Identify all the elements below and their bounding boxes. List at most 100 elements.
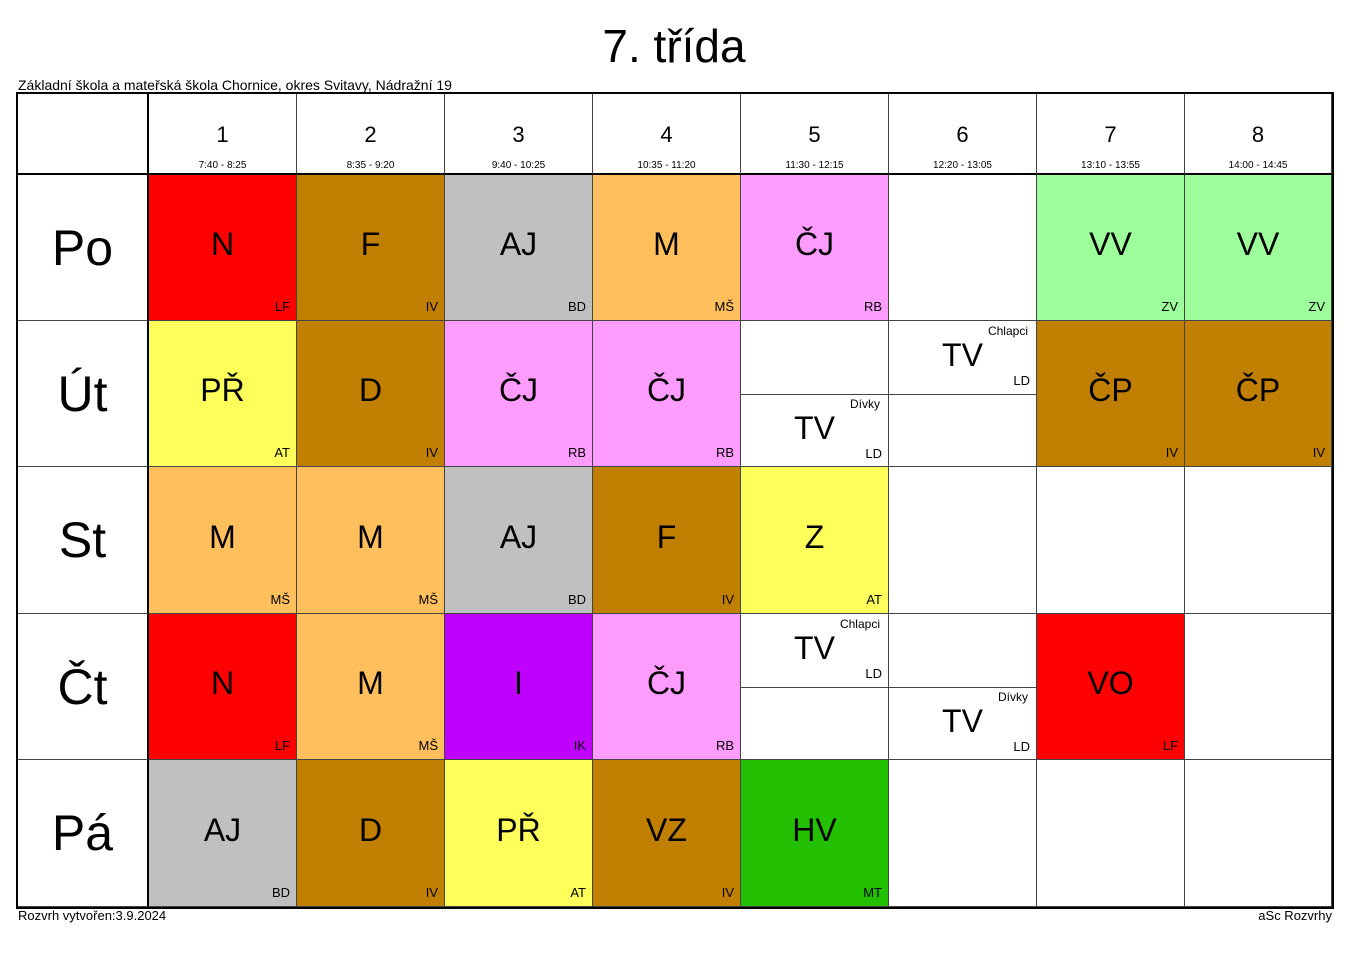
lesson-cell: PŘ AT	[149, 321, 297, 467]
subject-label: M	[209, 518, 236, 555]
lesson-cell: F IV	[593, 467, 741, 614]
teacher-label: ZV	[1308, 299, 1325, 314]
half-divider	[741, 394, 888, 395]
empty-cell	[889, 467, 1037, 614]
lesson-cell: Chlapci TV LD	[889, 321, 1037, 467]
subject-label: I	[514, 665, 523, 701]
teacher-label: AT	[866, 592, 882, 607]
lesson-cell: I IK	[445, 614, 593, 760]
period-header: 5 11:30 - 12:15	[741, 94, 889, 175]
lesson-cell: ČJ RB	[741, 175, 889, 321]
empty-cell	[1185, 467, 1332, 614]
teacher-label: RB	[715, 445, 734, 460]
teacher-label: MŠ	[418, 738, 439, 753]
teacher-label: MŠ	[270, 592, 291, 607]
lesson-cell: M MŠ	[149, 467, 297, 614]
teacher-label: MT	[863, 885, 882, 900]
brand-label: aSc Rozvrhy	[1258, 908, 1332, 923]
period-time: 10:35 - 11:20	[637, 160, 696, 171]
subject-label: M	[653, 226, 680, 262]
timetable-grid: 1 7:40 - 8:25 2 8:35 - 9:20 3 9:40 - 10:25 4 10…	[16, 92, 1334, 909]
teacher-label: RB	[715, 738, 734, 753]
empty-cell	[1037, 467, 1185, 614]
subject-label: HV	[792, 811, 837, 848]
group-label: Chlapci	[839, 617, 880, 631]
lesson-cell: Dívky TV LD	[741, 321, 889, 467]
empty-cell	[1185, 760, 1332, 907]
teacher-label: LD	[1013, 739, 1030, 754]
subject-label: F	[656, 518, 677, 555]
subject-label: ČJ	[646, 372, 687, 408]
subject-label: M	[357, 518, 384, 555]
subject-label: VO	[1087, 665, 1134, 701]
teacher-label: AT	[274, 445, 290, 460]
lesson-cell: VV ZV	[1037, 175, 1185, 321]
subject-label: F	[360, 226, 381, 262]
subject-label: Z	[804, 518, 825, 555]
subject-label: ČP	[1088, 372, 1133, 408]
teacher-label: LF	[274, 738, 290, 753]
school-name: Základní škola a mateřská škola Chornice…	[18, 77, 452, 93]
period-time: 12:20 - 13:05	[933, 160, 992, 171]
lesson-cell: ČJ RB	[593, 614, 741, 760]
teacher-label: AT	[570, 885, 586, 900]
subject-label: TV	[942, 703, 983, 739]
period-number: 6	[956, 122, 969, 147]
page-title: 7. třída	[602, 20, 746, 72]
teacher-label: LD	[865, 666, 882, 681]
teacher-label: RB	[567, 445, 586, 460]
teacher-label: IK	[573, 738, 586, 753]
teacher-label: LF	[1162, 738, 1178, 753]
subject-label: D	[358, 372, 383, 408]
subject-label: ČJ	[794, 226, 835, 262]
subject-label: VV	[1236, 226, 1280, 262]
teacher-label: IV	[721, 592, 734, 607]
period-number: 4	[660, 122, 673, 147]
lesson-cell: Chlapci TV LD	[741, 614, 889, 760]
lesson-cell: ČP IV	[1037, 321, 1185, 467]
subject-label: ČP	[1235, 372, 1281, 408]
empty-cell	[889, 175, 1037, 321]
lesson-cell: Z AT	[741, 467, 889, 614]
subject-label: PŘ	[200, 372, 245, 408]
lesson-cell: ČP IV	[1185, 321, 1332, 467]
group-label: Chlapci	[987, 324, 1028, 338]
period-number: 7	[1104, 122, 1117, 147]
subject-label: N	[210, 226, 235, 262]
teacher-label: LF	[274, 299, 290, 314]
teacher-label: BD	[271, 885, 290, 900]
subject-label: AJ	[203, 811, 242, 848]
subject-label: ČJ	[646, 665, 687, 701]
lesson-cell: M MŠ	[297, 467, 445, 614]
subject-label: AJ	[499, 518, 538, 555]
period-header: 4 10:35 - 11:20	[593, 94, 741, 175]
lesson-cell: VV ZV	[1185, 175, 1332, 321]
half-divider	[741, 687, 888, 688]
subject-label: M	[357, 665, 384, 701]
lesson-cell: AJ BD	[445, 175, 593, 321]
lesson-cell: M MŠ	[297, 614, 445, 760]
day-label: Pá	[18, 760, 149, 907]
half-divider	[889, 687, 1036, 688]
group-label: Dívky	[998, 690, 1028, 704]
period-time: 8:35 - 9:20	[346, 160, 395, 171]
subject-label: VZ	[646, 811, 687, 848]
teacher-label: MŠ	[714, 299, 735, 314]
period-number: 3	[512, 122, 525, 147]
teacher-label: BD	[567, 299, 586, 314]
period-header: 1 7:40 - 8:25	[149, 94, 297, 175]
period-header: 6 12:20 - 13:05	[889, 94, 1037, 175]
period-number: 8	[1251, 122, 1265, 147]
empty-cell	[1185, 614, 1332, 760]
period-number: 2	[364, 122, 377, 147]
lesson-cell: AJ BD	[445, 467, 593, 614]
teacher-label: LD	[1013, 373, 1030, 388]
lesson-cell: M MŠ	[593, 175, 741, 321]
day-label: Po	[18, 175, 149, 321]
teacher-label: IV	[1165, 445, 1178, 460]
period-time: 9:40 - 10:25	[491, 160, 546, 171]
period-time: 14:00 - 14:45	[1228, 160, 1288, 171]
lesson-cell: D IV	[297, 321, 445, 467]
lesson-cell: ČJ RB	[445, 321, 593, 467]
teacher-label: RB	[863, 299, 882, 314]
